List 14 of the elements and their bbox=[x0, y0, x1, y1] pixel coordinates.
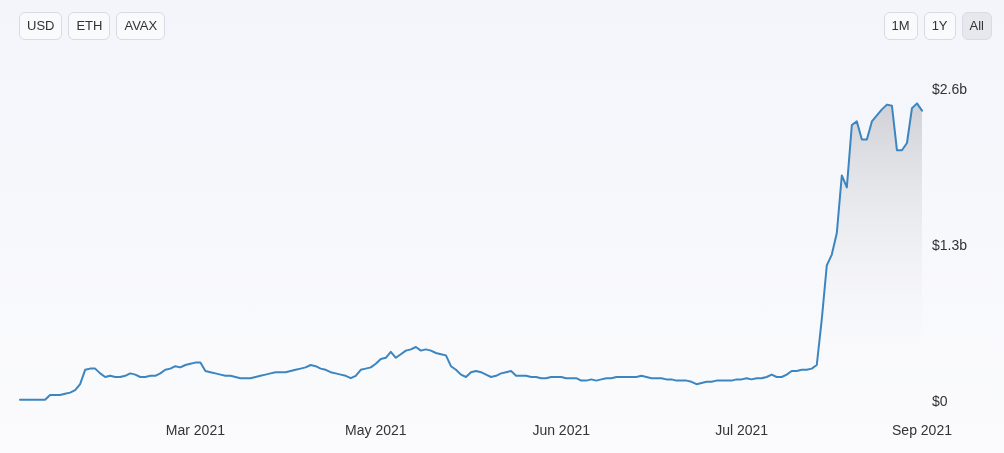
x-tick-label: Jun 2021 bbox=[532, 422, 591, 438]
toggle-button: ETH bbox=[68, 12, 111, 40]
x-tick-label: Mar 2021 bbox=[165, 422, 226, 438]
toggle-button: 1Y bbox=[923, 12, 956, 40]
toggle-button: 1M bbox=[883, 12, 918, 40]
x-tick-label: Jul 2021 bbox=[715, 422, 769, 438]
toggle-button: All bbox=[961, 12, 992, 40]
toggle-button: AVAX bbox=[116, 12, 166, 40]
y-tick-label: $1.3b bbox=[932, 237, 968, 253]
x-tick-label: Sep 2021 bbox=[892, 422, 953, 438]
x-tick-label: May 2021 bbox=[345, 422, 407, 438]
toggle-button: USD bbox=[19, 12, 63, 40]
y-tick-label: $0 bbox=[932, 393, 948, 409]
y-tick-label: $2.6b bbox=[932, 81, 968, 97]
